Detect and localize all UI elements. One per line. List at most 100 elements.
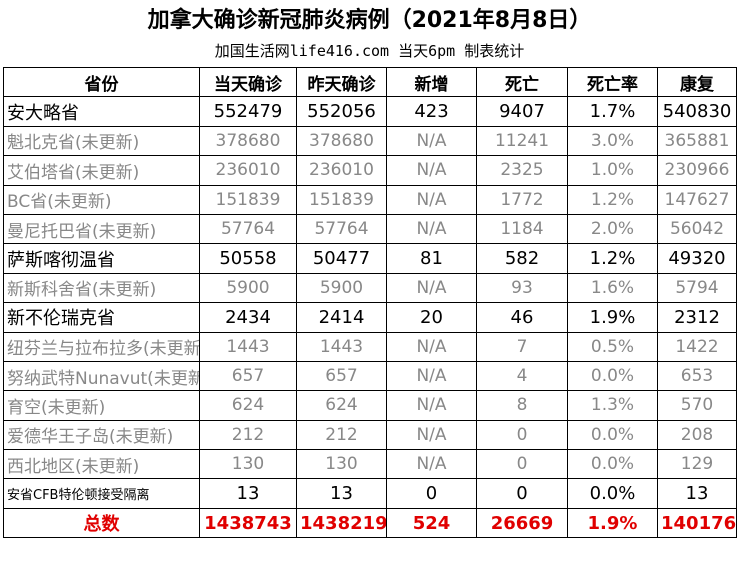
column-header: 死亡 — [476, 66, 568, 98]
value-cell: 540830 — [657, 96, 737, 127]
value-cell: 0 — [386, 478, 477, 509]
province-cell: 西北地区(未更新) — [3, 449, 200, 480]
value-cell: 5794 — [657, 272, 737, 304]
value-cell: 1443 — [199, 331, 297, 362]
value-cell: 81 — [386, 243, 477, 274]
value-cell: 0.0% — [567, 478, 658, 509]
value-cell: 236010 — [199, 155, 297, 186]
data-table: 省份 当天确诊 昨天确诊 新增 死亡 死亡率 康复 安大略省 552479 552056 423 94… — [3, 66, 737, 539]
province-cell: 育空(未更新) — [3, 390, 200, 421]
column-header: 死亡率 — [567, 66, 658, 98]
value-cell: 3.0% — [567, 125, 658, 157]
value-cell: 230966 — [657, 155, 737, 186]
value-cell: 130 — [296, 449, 387, 480]
header-row: 省份 当天确诊 昨天确诊 新增 死亡 死亡率 康复 — [3, 66, 737, 98]
value-cell: 0 — [476, 419, 568, 451]
value-cell: 1.2% — [567, 243, 658, 274]
column-header: 新增 — [386, 66, 477, 98]
value-cell: 552479 — [199, 96, 297, 127]
value-cell: 49320 — [657, 243, 737, 274]
table-row: 艾伯塔省(未更新) 236010 236010 N/A 2325 1.0% 230966 — [3, 155, 737, 186]
value-cell: 1184 — [476, 213, 568, 245]
value-cell: 151839 — [199, 184, 297, 215]
province-cell: 安省CFB特伦顿接受隔离 — [3, 478, 200, 509]
table-row: 萨斯喀彻温省 50558 50477 81 582 1.2% 49320 — [3, 243, 737, 274]
value-cell: 11241 — [476, 125, 568, 157]
value-cell: 9407 — [476, 96, 568, 127]
province-cell: 努纳武特Nunavut(未更新) — [3, 360, 200, 392]
value-cell: 8 — [476, 390, 568, 421]
value-cell: 365881 — [657, 125, 737, 157]
value-cell: 5900 — [296, 272, 387, 304]
province-cell: 魁北克省(未更新) — [3, 125, 200, 157]
value-cell: 423 — [386, 96, 477, 127]
value-cell: 0 — [476, 478, 568, 509]
table-row: 新斯科舍省(未更新) 5900 5900 N/A 93 1.6% 5794 — [3, 272, 737, 304]
value-cell: 13 — [296, 478, 387, 509]
table-row: 努纳武特Nunavut(未更新) 657 657 N/A 4 0.0% 653 — [3, 360, 737, 392]
value-cell: 2434 — [199, 302, 297, 333]
value-cell: 378680 — [199, 125, 297, 157]
value-cell: 1422 — [657, 331, 737, 362]
value-cell: 0.0% — [567, 449, 658, 480]
total-label: 总数 — [3, 507, 200, 539]
column-header: 昨天确诊 — [296, 66, 387, 98]
value-cell: 552056 — [296, 96, 387, 127]
value-cell: N/A — [386, 449, 477, 480]
province-cell: 新斯科舍省(未更新) — [3, 272, 200, 304]
province-cell: 安大略省 — [3, 96, 200, 127]
column-header: 康复 — [657, 66, 737, 98]
value-cell: 5900 — [199, 272, 297, 304]
total-cell: 1438219 — [296, 507, 387, 539]
province-cell: 艾伯塔省(未更新) — [3, 155, 200, 186]
value-cell: 0.0% — [567, 360, 658, 392]
value-cell: 0 — [476, 449, 568, 480]
value-cell: 2414 — [296, 302, 387, 333]
value-cell: 582 — [476, 243, 568, 274]
table-row: BC省(未更新) 151839 151839 N/A 1772 1.2% 147627 — [3, 184, 737, 215]
value-cell: N/A — [386, 360, 477, 392]
value-cell: 0.5% — [567, 331, 658, 362]
province-cell: 新不伦瑞克省 — [3, 302, 200, 333]
value-cell: 212 — [296, 419, 387, 451]
value-cell: 1.0% — [567, 155, 658, 186]
table-row: 魁北克省(未更新) 378680 378680 N/A 11241 3.0% 365881 — [3, 125, 737, 157]
value-cell: 1443 — [296, 331, 387, 362]
value-cell: 208 — [657, 419, 737, 451]
value-cell: 13 — [199, 478, 297, 509]
value-cell: N/A — [386, 155, 477, 186]
table-row: 育空(未更新) 624 624 N/A 8 1.3% 570 — [3, 390, 737, 421]
value-cell: 1.3% — [567, 390, 658, 421]
value-cell: N/A — [386, 184, 477, 215]
value-cell: 653 — [657, 360, 737, 392]
value-cell: N/A — [386, 331, 477, 362]
value-cell: 1.2% — [567, 184, 658, 215]
title: 加拿大确诊新冠肺炎病例（2021年8月8日） — [147, 8, 592, 33]
value-cell: 57764 — [199, 213, 297, 245]
value-cell: 130 — [199, 449, 297, 480]
value-cell: 1772 — [476, 184, 568, 215]
table-row: 纽芬兰与拉布拉多(未更新) 1443 1443 N/A 7 0.5% 1422 — [3, 331, 737, 362]
province-cell: 萨斯喀彻温省 — [3, 243, 200, 274]
table-row: 新不伦瑞克省 2434 2414 20 46 1.9% 2312 — [3, 302, 737, 333]
value-cell: 1.6% — [567, 272, 658, 304]
value-cell: 624 — [296, 390, 387, 421]
value-cell: 151839 — [296, 184, 387, 215]
value-cell: 657 — [199, 360, 297, 392]
value-cell: 129 — [657, 449, 737, 480]
value-cell: 1.7% — [567, 96, 658, 127]
value-cell: 56042 — [657, 213, 737, 245]
value-cell: 4 — [476, 360, 568, 392]
table-row: 西北地区(未更新) 130 130 N/A 0 0.0% 129 — [3, 449, 737, 480]
province-cell: 爱德华王子岛(未更新) — [3, 419, 200, 451]
province-cell: 曼尼托巴省(未更新) — [3, 213, 200, 245]
total-cell: 1401767 — [657, 507, 737, 539]
province-cell: 纽芬兰与拉布拉多(未更新) — [3, 331, 200, 362]
value-cell: 7 — [476, 331, 568, 362]
total-cell: 524 — [386, 507, 477, 539]
column-header: 省份 — [3, 66, 200, 98]
total-cell: 26669 — [476, 507, 568, 539]
value-cell: 0.0% — [567, 419, 658, 451]
